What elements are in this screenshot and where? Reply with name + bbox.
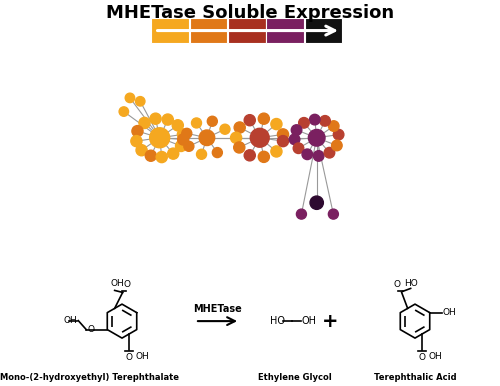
Circle shape bbox=[139, 117, 150, 129]
Text: MHETase Soluble Expression: MHETase Soluble Expression bbox=[106, 4, 394, 22]
Bar bbox=[190, 18, 227, 43]
Circle shape bbox=[199, 130, 214, 146]
Text: Terephthalic Acid: Terephthalic Acid bbox=[374, 373, 456, 382]
Circle shape bbox=[234, 122, 245, 133]
Bar bbox=[266, 18, 304, 43]
Circle shape bbox=[328, 121, 339, 131]
Text: HO: HO bbox=[270, 316, 285, 326]
Circle shape bbox=[308, 129, 325, 146]
Circle shape bbox=[220, 124, 230, 134]
Circle shape bbox=[310, 196, 324, 209]
Circle shape bbox=[125, 93, 134, 103]
Text: O: O bbox=[88, 325, 94, 334]
Circle shape bbox=[271, 119, 282, 130]
Circle shape bbox=[168, 148, 179, 159]
Circle shape bbox=[230, 132, 241, 143]
Circle shape bbox=[310, 114, 320, 125]
Text: OH: OH bbox=[110, 279, 124, 288]
Text: O: O bbox=[126, 353, 133, 362]
Circle shape bbox=[178, 134, 189, 145]
Text: Ethylene Glycol: Ethylene Glycol bbox=[258, 373, 332, 382]
Circle shape bbox=[302, 149, 312, 159]
Text: O: O bbox=[124, 280, 130, 290]
Text: OH: OH bbox=[136, 352, 149, 361]
Circle shape bbox=[119, 107, 128, 116]
Bar bbox=[152, 18, 189, 43]
Circle shape bbox=[278, 129, 288, 140]
Text: HO: HO bbox=[404, 279, 417, 288]
Circle shape bbox=[162, 114, 173, 125]
Circle shape bbox=[244, 150, 256, 161]
Circle shape bbox=[234, 142, 245, 153]
Circle shape bbox=[132, 125, 143, 137]
Circle shape bbox=[320, 115, 330, 126]
Circle shape bbox=[146, 150, 156, 161]
Bar bbox=[305, 18, 343, 43]
Text: MHETase: MHETase bbox=[192, 304, 242, 314]
Circle shape bbox=[208, 116, 218, 126]
Circle shape bbox=[314, 151, 324, 161]
Circle shape bbox=[176, 141, 186, 152]
Circle shape bbox=[184, 141, 194, 151]
Text: OH: OH bbox=[301, 316, 316, 326]
Circle shape bbox=[150, 113, 161, 124]
Circle shape bbox=[258, 151, 270, 163]
Circle shape bbox=[136, 96, 145, 106]
Circle shape bbox=[250, 128, 269, 147]
Text: OH: OH bbox=[64, 316, 78, 325]
Circle shape bbox=[136, 145, 147, 156]
Circle shape bbox=[172, 120, 184, 131]
Circle shape bbox=[278, 135, 288, 147]
Circle shape bbox=[178, 129, 188, 140]
Circle shape bbox=[332, 140, 342, 151]
Text: OH: OH bbox=[428, 352, 442, 361]
Circle shape bbox=[182, 128, 192, 138]
Circle shape bbox=[258, 113, 270, 124]
Text: O: O bbox=[419, 353, 426, 362]
Text: O: O bbox=[394, 280, 400, 290]
Circle shape bbox=[192, 118, 202, 128]
Circle shape bbox=[324, 147, 334, 158]
Circle shape bbox=[328, 209, 338, 219]
Circle shape bbox=[271, 146, 282, 157]
Circle shape bbox=[196, 149, 206, 159]
Circle shape bbox=[244, 115, 256, 126]
Circle shape bbox=[212, 147, 222, 157]
Circle shape bbox=[298, 118, 309, 128]
Bar bbox=[228, 18, 266, 43]
Circle shape bbox=[156, 151, 168, 163]
Circle shape bbox=[296, 209, 306, 219]
Text: OH: OH bbox=[442, 308, 456, 317]
Circle shape bbox=[290, 134, 300, 145]
Text: +: + bbox=[322, 312, 338, 331]
Text: Mono-(2-hydroxyethyl) Terephthalate: Mono-(2-hydroxyethyl) Terephthalate bbox=[0, 373, 180, 382]
Circle shape bbox=[334, 129, 344, 140]
Circle shape bbox=[150, 128, 170, 148]
Circle shape bbox=[131, 135, 142, 147]
Circle shape bbox=[293, 143, 304, 154]
Circle shape bbox=[292, 125, 302, 135]
